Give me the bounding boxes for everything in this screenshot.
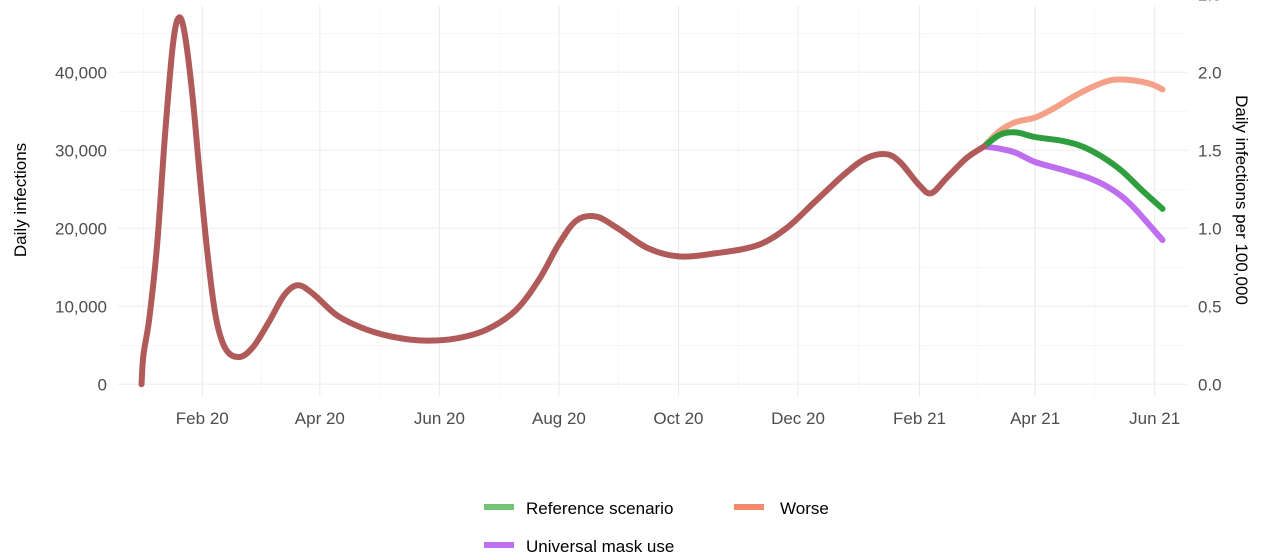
- x-tick-label: Feb 21: [893, 409, 946, 428]
- y2-tick-label: 1.5: [1198, 141, 1222, 160]
- y2-tick-label: 1.0: [1198, 219, 1222, 238]
- y-tick-label: 40,000: [55, 63, 107, 82]
- y2-tick-label: 2.5: [1198, 0, 1222, 4]
- x-tick-label: Apr 20: [295, 409, 345, 428]
- y-tick-label: 20,000: [55, 219, 107, 238]
- y-tick-label: 0: [98, 375, 107, 394]
- y2-axis-ticks: 0.0 0.5 1.0 1.5 2.0 2.5: [1198, 0, 1222, 394]
- grid: [118, 6, 1188, 396]
- series-lines: [138, 14, 1166, 388]
- legend: Reference scenario Worse Universal mask …: [484, 499, 829, 556]
- legend-label-reference: Reference scenario: [526, 499, 673, 518]
- x-tick-label: Apr 21: [1010, 409, 1060, 428]
- legend-swatch-reference: [484, 504, 514, 510]
- series-line-history: [138, 14, 988, 388]
- legend-label-mask: Universal mask use: [526, 537, 674, 556]
- x-tick-label: Feb 20: [176, 409, 229, 428]
- y2-tick-label: 0.5: [1198, 297, 1222, 316]
- series-line-worse: [981, 76, 1166, 150]
- x-tick-label: Aug 20: [532, 409, 586, 428]
- x-tick-label: Oct 20: [653, 409, 703, 428]
- y2-tick-label: 2.0: [1198, 63, 1222, 82]
- x-tick-label: Jun 20: [414, 409, 465, 428]
- series-line-reference-scenario: [981, 129, 1166, 212]
- y2-axis-title: Daily infections per 100,000: [1232, 95, 1251, 305]
- y-axis-ticks: 0 10,000 20,000 30,000 40,000: [55, 63, 107, 394]
- legend-swatch-worse: [734, 504, 764, 510]
- y-tick-label: 10,000: [55, 297, 107, 316]
- y-axis-title: Daily infections: [11, 143, 30, 257]
- legend-swatch-mask: [484, 542, 514, 548]
- x-tick-label: Dec 20: [771, 409, 825, 428]
- x-axis-ticks: Feb 20 Apr 20 Jun 20 Aug 20 Oct 20 Dec 20 Feb …: [176, 409, 1180, 428]
- x-tick-label: Jun 21: [1129, 409, 1180, 428]
- y-tick-label: 30,000: [55, 141, 107, 160]
- y2-tick-label: 0.0: [1198, 375, 1222, 394]
- legend-label-worse: Worse: [780, 499, 829, 518]
- series-line-universal-mask-use: [981, 143, 1166, 243]
